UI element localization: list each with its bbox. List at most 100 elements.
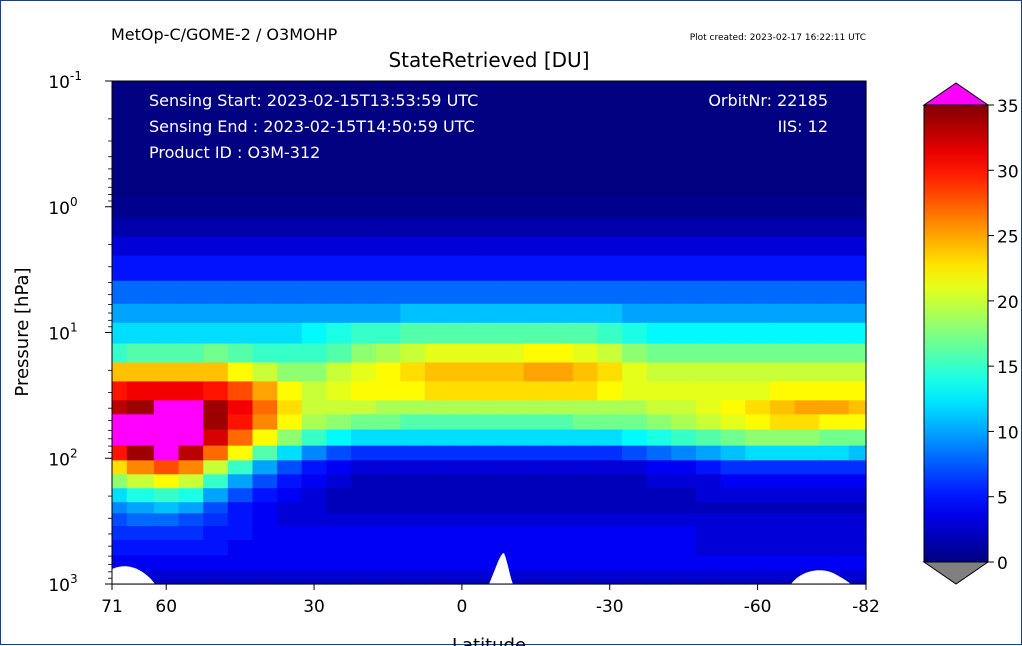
y-tick-exponent: 2 [70, 446, 78, 460]
heatmap-cell [548, 414, 574, 431]
heatmap-cell [326, 502, 352, 514]
heatmap-cell [597, 460, 623, 475]
heatmap-cell [449, 460, 475, 475]
heatmap-cell [277, 414, 303, 431]
heatmap-cell [153, 445, 180, 461]
heatmap-cell [622, 137, 648, 173]
heatmap-cell [769, 280, 796, 305]
heatmap-cell [794, 255, 820, 282]
heatmap-cell [252, 555, 278, 571]
heatmap-cell [646, 460, 672, 475]
heatmap-cell [498, 362, 525, 383]
heatmap-cell [301, 236, 327, 257]
heatmap-cell [351, 171, 377, 198]
heatmap-cell [622, 569, 648, 581]
heatmap-cell [449, 81, 475, 101]
heatmap-cell [572, 502, 599, 514]
heatmap-cell [153, 171, 180, 198]
heatmap-cell [646, 502, 672, 514]
heatmap-cell [498, 280, 525, 305]
heatmap-cell [498, 474, 525, 489]
heatmap-cell [745, 381, 771, 401]
heatmap-cell [548, 381, 574, 401]
heatmap-cell [622, 81, 648, 101]
heatmap-cell [720, 280, 746, 305]
heatmap-cell [375, 171, 401, 198]
heatmap-cell [126, 513, 155, 527]
heatmap-cell [646, 488, 672, 503]
heatmap-cell [745, 197, 771, 219]
heatmap-cell [720, 322, 746, 345]
heatmap-cell [375, 81, 401, 101]
heatmap-cell [848, 555, 867, 571]
heatmap-cell [126, 171, 155, 198]
heatmap-cell [523, 460, 549, 475]
heatmap-cell [112, 445, 128, 461]
heatmap-cell [178, 381, 204, 401]
heatmap-cell [449, 236, 475, 257]
heatmap-cell [326, 171, 352, 198]
heatmap-cell [597, 400, 623, 415]
heatmap-cell [671, 303, 697, 324]
heatmap-cell [351, 555, 377, 571]
heatmap-cell [597, 280, 623, 305]
heatmap-cell [597, 303, 623, 324]
heatmap-cell [153, 526, 180, 541]
heatmap-cell [326, 81, 352, 101]
heatmap-cell [178, 280, 204, 305]
heatmap-cell [548, 526, 574, 541]
heatmap-cell [646, 362, 672, 383]
heatmap-cell [646, 526, 672, 541]
heatmap-cell [227, 137, 254, 173]
heatmap-cell [523, 137, 549, 173]
heatmap-cell [449, 445, 475, 461]
heatmap-cell [819, 400, 850, 415]
heatmap-cell [848, 137, 867, 173]
heatmap-cell [301, 445, 327, 461]
heatmap-cell [301, 171, 327, 198]
heatmap-cell [548, 569, 574, 581]
heatmap-cell [449, 502, 475, 514]
heatmap-cell [597, 255, 623, 282]
heatmap-cell [126, 236, 155, 257]
colorbar-tick-label: 10 [997, 423, 1019, 443]
heatmap-cell [720, 236, 746, 257]
heatmap-cell [597, 137, 623, 173]
orbit-number: OrbitNr: 22185 [708, 91, 828, 110]
heatmap-cell [769, 99, 796, 139]
heatmap-cell [326, 540, 352, 556]
heatmap-cell [449, 513, 475, 527]
heatmap-cell [203, 569, 229, 581]
heatmap-cell [848, 445, 867, 461]
heatmap-cell [769, 137, 796, 173]
heatmap-cell [819, 381, 850, 401]
heatmap-cell [695, 99, 722, 139]
heatmap-cell [720, 400, 746, 415]
heatmap-cell [848, 236, 867, 257]
heatmap-cell [178, 343, 204, 364]
heatmap-cell [326, 460, 352, 475]
heatmap-cell [794, 460, 820, 475]
heatmap-cell [720, 171, 746, 198]
heatmap-cell [695, 474, 722, 489]
heatmap-cell [819, 322, 850, 345]
heatmap-cell [449, 555, 475, 571]
heatmap-cell [375, 414, 401, 431]
y-tick-label: 10 [48, 325, 70, 345]
heatmap-cell [622, 217, 648, 238]
heatmap-cell [695, 322, 722, 345]
heatmap-cell [695, 526, 722, 541]
colorbar-tick-label: 35 [997, 97, 1019, 117]
heatmap-cell [745, 137, 771, 173]
heatmap-cell [498, 429, 525, 447]
heatmap-cell [523, 502, 549, 514]
colorbar-tick-label: 20 [997, 293, 1019, 313]
chart-title: StateRetrieved [DU] [388, 48, 589, 72]
heatmap-cell [597, 526, 623, 541]
heatmap-cell [153, 488, 180, 503]
heatmap-cell [671, 460, 697, 475]
heatmap-cell [203, 99, 229, 139]
heatmap-cell [671, 526, 697, 541]
heatmap-cell [424, 381, 451, 401]
heatmap-cell [819, 460, 850, 475]
